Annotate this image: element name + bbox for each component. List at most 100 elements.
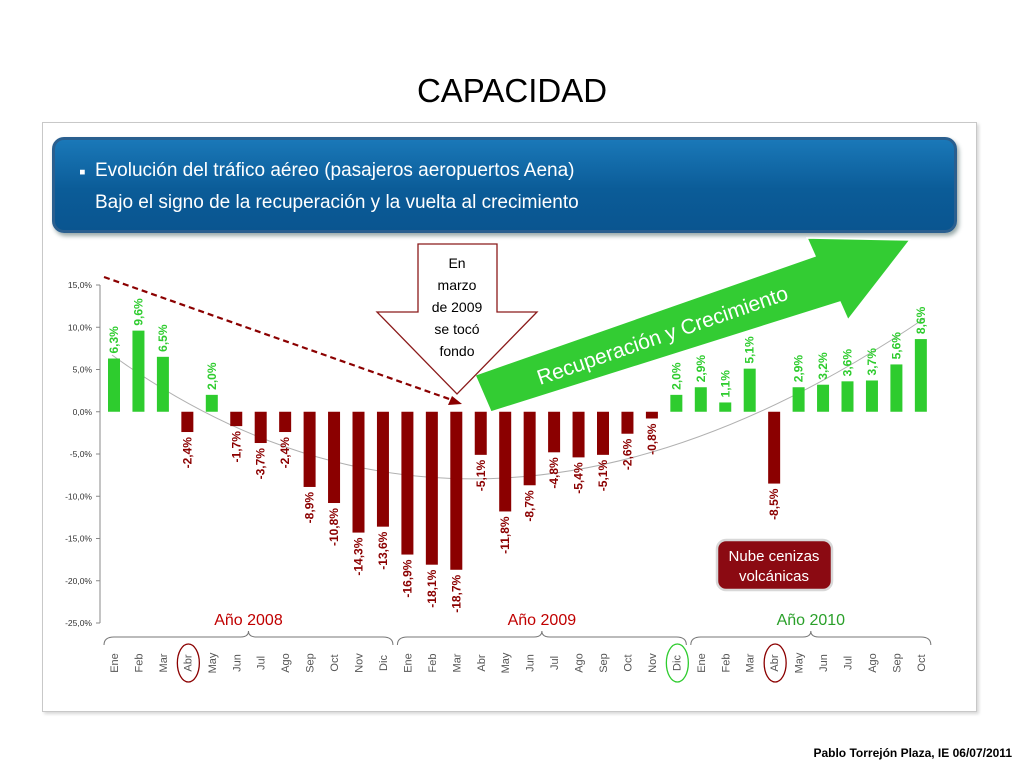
month-label: Jul	[256, 656, 268, 670]
year-brace	[103, 630, 394, 646]
value-labels: 6,3% 9,6% 6,5% -2,4% 2,0% -1,7% -3,7% -2,4% -8,9…	[107, 298, 928, 613]
bar-6	[254, 411, 267, 444]
value-label: -14,3%	[352, 537, 366, 575]
value-label: -18,1%	[425, 569, 439, 607]
value-label: 8,6%	[914, 306, 928, 334]
month-label: Dic	[378, 655, 390, 671]
year-label: Año 2008	[214, 612, 283, 629]
value-label: 6,5%	[156, 324, 170, 352]
y-tick-label: -20,0%	[65, 576, 92, 586]
bar-26	[743, 368, 756, 412]
volcanic-line-2: volcánicas	[739, 568, 809, 585]
month-labels: Ene Feb Mar Abr May Jun Jul Ago Sep Oct Nov Dic Ene F…	[109, 652, 928, 673]
value-label: -2,4%	[180, 437, 194, 469]
month-label: Nov	[354, 653, 366, 673]
value-label: 3,2%	[816, 352, 830, 380]
month-label: Oct	[329, 654, 341, 671]
month-label: Ago	[574, 653, 586, 673]
month-circle	[763, 643, 787, 683]
footer-credit: Pablo Torrejón Plaza, IE 06/07/2011	[813, 746, 1012, 760]
month-label: Jun	[818, 654, 830, 672]
month-circle	[665, 643, 689, 683]
bar-25	[719, 402, 732, 412]
value-label: 2,0%	[669, 362, 683, 390]
bar-8	[303, 411, 316, 487]
month-label: Abr	[182, 654, 194, 671]
bottom-callout-line-5: fondo	[439, 343, 474, 359]
header-bullet: ▪	[79, 162, 86, 183]
value-label: -4,8%	[547, 457, 561, 489]
month-label: Mar	[158, 653, 170, 672]
month-label: May	[794, 652, 806, 673]
volcanic-line-1: Nube cenizas	[729, 548, 820, 565]
value-label: -13,6%	[376, 531, 390, 569]
month-label: Feb	[133, 654, 145, 673]
month-label: Feb	[720, 654, 732, 673]
year-label: Año 2010	[777, 612, 846, 629]
value-label: -1,7%	[229, 431, 243, 463]
month-circles	[176, 643, 787, 683]
y-tick-label: -15,0%	[65, 534, 92, 544]
year-brace	[396, 630, 687, 646]
bar-2	[156, 356, 169, 412]
bar-27	[768, 411, 781, 484]
value-label: -8,7%	[523, 490, 537, 522]
bar-1	[132, 330, 145, 412]
month-label: Mar	[745, 653, 757, 672]
y-tick-label: -5,0%	[70, 449, 93, 459]
month-circle	[176, 643, 201, 683]
value-label: -8,9%	[303, 492, 317, 524]
value-label: -5,4%	[572, 462, 586, 494]
bar-17	[523, 411, 536, 486]
month-label: Jul	[549, 656, 561, 670]
value-label: 1,1%	[718, 370, 732, 398]
bar-19	[572, 411, 585, 458]
bottom-arrow-callout	[375, 243, 539, 395]
bar-13	[425, 411, 438, 565]
header-banner: ▪ Evolución del tráfico aéreo (pasajeros…	[52, 137, 957, 233]
bar-29	[817, 384, 830, 412]
bar-24	[694, 387, 707, 412]
bar-11	[376, 411, 389, 527]
value-label: -11,8%	[498, 516, 512, 554]
decline-arrowhead	[448, 396, 462, 405]
bar-16	[499, 411, 512, 512]
y-tick-label: 15,0%	[68, 280, 93, 290]
value-label: 2,9%	[694, 355, 708, 383]
value-label: 3,7%	[865, 348, 879, 376]
value-label: -5,1%	[596, 460, 610, 492]
bar-22	[645, 411, 658, 419]
bar-30	[841, 381, 854, 412]
bar-7	[279, 411, 292, 433]
month-label: Jul	[843, 656, 855, 670]
month-label: Abr	[769, 654, 781, 671]
year-braces: Año 2008 Año 2009 Año 2010	[103, 612, 932, 646]
month-label: May	[500, 652, 512, 673]
value-label: -3,7%	[254, 448, 268, 480]
bar-28	[792, 387, 805, 412]
bar-32	[890, 364, 903, 412]
bar-10	[352, 411, 365, 533]
slide-title: CAPACIDAD	[416, 72, 608, 109]
month-label: Abr	[476, 654, 488, 671]
bar-20	[597, 411, 609, 455]
month-label: Ene	[109, 653, 121, 673]
month-label: Oct	[622, 654, 634, 671]
bar-5	[230, 411, 243, 427]
value-label: -8,5%	[767, 488, 781, 520]
bar-31	[865, 380, 878, 412]
month-label: May	[207, 652, 219, 673]
value-label: 2,9%	[792, 355, 806, 383]
year-brace	[690, 630, 932, 646]
header-line-2: Bajo el signo de la recuperación y la vu…	[95, 192, 579, 213]
bar-14	[450, 411, 463, 570]
value-label: -16,9%	[400, 559, 414, 597]
month-label: Nov	[647, 653, 659, 673]
value-label: -18,7%	[449, 574, 463, 612]
y-axis: 15,0% 10,0% 5,0% 0,0% -5,0% -10,0% -15,0% -20,0…	[65, 280, 101, 628]
value-label: -2,6%	[620, 438, 634, 470]
value-label: 2,0%	[205, 362, 219, 390]
month-label: Feb	[427, 654, 439, 673]
month-label: Ene	[696, 653, 708, 673]
